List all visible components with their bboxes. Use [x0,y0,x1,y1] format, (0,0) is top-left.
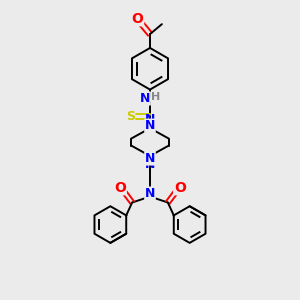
Text: N: N [145,187,155,200]
Text: O: O [114,181,126,195]
Text: O: O [132,12,144,26]
Text: N: N [140,92,150,105]
Text: N: N [145,158,155,171]
Text: N: N [140,92,150,105]
Text: O: O [132,12,144,26]
Text: O: O [174,181,186,195]
Text: N: N [145,152,155,165]
Text: N: N [145,113,155,126]
Text: S: S [126,110,135,123]
Text: O: O [174,181,186,195]
Text: O: O [114,181,126,195]
Text: S: S [126,110,135,123]
Text: H: H [152,92,160,103]
Text: H: H [151,92,160,103]
Text: N: N [145,119,155,132]
Text: N: N [145,187,155,200]
